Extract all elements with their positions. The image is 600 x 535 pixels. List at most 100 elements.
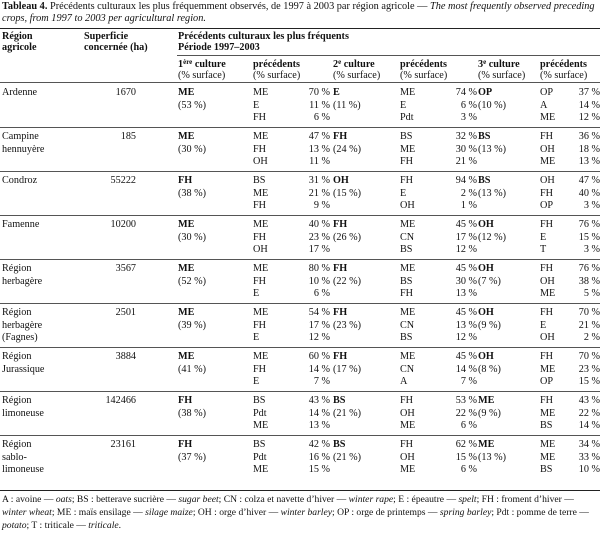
culture-code: BS: [333, 439, 346, 450]
precedent-code: BS: [540, 464, 553, 475]
culture-share: (37 %): [178, 451, 207, 463]
precedent-code: ME: [540, 451, 556, 463]
precedent-share: 21 %: [308, 187, 330, 199]
culture-code: E: [333, 87, 340, 98]
precedent-code: ME: [253, 464, 269, 475]
precedent-code: ME: [400, 87, 416, 98]
culture-code: ME: [178, 219, 195, 230]
culture-number: 3: [478, 59, 484, 70]
precedent-share: 3 %: [583, 244, 600, 255]
culture-share: (17 %): [333, 363, 362, 375]
precedent-code: FH: [540, 395, 554, 406]
precedent-code: FH: [540, 263, 554, 274]
culture-share: (26 %): [333, 231, 362, 243]
row-divider: [0, 391, 600, 392]
precedent-share: 70 %: [308, 87, 330, 98]
caption-label: Tableau 4.: [2, 1, 48, 12]
precedent-share: 33 %: [578, 451, 600, 463]
precedent-code: ME: [253, 219, 269, 230]
culture-share: (39 %): [178, 319, 207, 331]
precedent-code: ME: [400, 351, 416, 362]
precedent-share: 45 %: [455, 307, 477, 318]
precedent-share: 37 %: [578, 87, 600, 98]
footnote: A : avoine — oats; BS : betterave sucriè…: [2, 493, 598, 533]
region-name: (Fagnes): [2, 332, 38, 343]
precedent-share: 74 %: [455, 87, 477, 98]
row-divider: [0, 259, 600, 260]
header-prec-surface-1: (% surface): [253, 70, 301, 81]
precedent-share: 76 %: [578, 263, 600, 274]
culture-code: FH: [178, 395, 193, 406]
culture-share: (9 %): [478, 319, 501, 331]
precedent-share: 40 %: [578, 187, 600, 199]
precedent-share: 15 %: [308, 464, 330, 475]
precedent-share: 60 %: [308, 351, 330, 362]
culture-code: ME: [178, 131, 195, 142]
precedent-share: 21 %: [455, 156, 477, 167]
header-bottom-rule: [0, 82, 600, 83]
precedent-code: ME: [400, 219, 416, 230]
culture-code: ME: [178, 307, 195, 318]
group-rule: [177, 55, 600, 56]
precedent-code: ME: [540, 407, 556, 419]
culture-share: (8 %): [478, 363, 501, 375]
precedent-share: 18 %: [578, 143, 600, 155]
precedent-share: 80 %: [308, 263, 330, 274]
header-region: Région: [2, 31, 33, 42]
precedent-code: OP: [540, 87, 554, 98]
precedent-code: FH: [253, 231, 267, 243]
precedent-share: 12 %: [578, 112, 600, 123]
precedent-share: 94 %: [455, 175, 477, 186]
precedent-share: 22 %: [455, 407, 477, 419]
precedent-share: 3 %: [583, 200, 600, 211]
precedent-code: ME: [400, 420, 416, 431]
culture-share: (24 %): [333, 143, 362, 155]
area-value: 1670: [115, 87, 136, 98]
footnote-text: ; ME : maïs ensilage —: [51, 507, 146, 519]
culture-code: OH: [478, 219, 494, 230]
header-surface-3: (% surface): [478, 70, 526, 81]
precedent-share: 2 %: [460, 187, 477, 199]
region-name: Région: [2, 351, 32, 362]
precedent-share: 17 %: [308, 244, 330, 255]
precedent-share: 53 %: [455, 395, 477, 406]
precedent-code: FH: [253, 112, 267, 123]
precedent-share: 45 %: [455, 219, 477, 230]
precedent-code: OH: [540, 332, 555, 343]
area-value: 3884: [115, 351, 136, 362]
precedent-share: 17 %: [455, 231, 477, 243]
culture-share: (13 %): [478, 187, 507, 199]
footnote-text: ; FH : froment d’hiver —: [476, 494, 574, 505]
precedent-code: ME: [400, 464, 416, 475]
precedent-share: 14 %: [578, 420, 600, 431]
precedent-code: A: [400, 376, 408, 387]
culture-code: BS: [333, 395, 346, 406]
precedent-code: FH: [253, 200, 267, 211]
precedent-code: OH: [400, 407, 415, 419]
header-area-2: concernée (ha): [84, 42, 148, 53]
region-name: Région: [2, 395, 32, 406]
precedent-code: ME: [253, 263, 269, 274]
precedent-code: CN: [400, 319, 415, 331]
precedent-share: 30 %: [455, 143, 477, 155]
area-value: 185: [120, 131, 136, 142]
precedent-share: 12 %: [308, 332, 330, 343]
culture-share: (53 %): [178, 99, 207, 111]
precedent-code: Pdt: [253, 451, 267, 463]
header-region-2: agricole: [2, 42, 37, 53]
region-name: Jurassique: [2, 363, 45, 375]
precedent-code: BS: [400, 332, 413, 343]
row-divider: [0, 347, 600, 348]
precedent-share: 13 %: [455, 319, 477, 331]
precedent-share: 11 %: [309, 156, 330, 167]
precedent-share: 32 %: [455, 131, 477, 142]
area-value: 3567: [115, 263, 136, 274]
culture-share: (21 %): [333, 451, 362, 463]
precedent-share: 36 %: [578, 131, 600, 142]
culture-code: FH: [178, 439, 193, 450]
region-name: Région: [2, 263, 32, 274]
culture-code: BS: [478, 131, 491, 142]
culture-code: ME: [478, 395, 495, 406]
precedent-share: 23 %: [308, 231, 330, 243]
precedent-code: OH: [253, 244, 268, 255]
